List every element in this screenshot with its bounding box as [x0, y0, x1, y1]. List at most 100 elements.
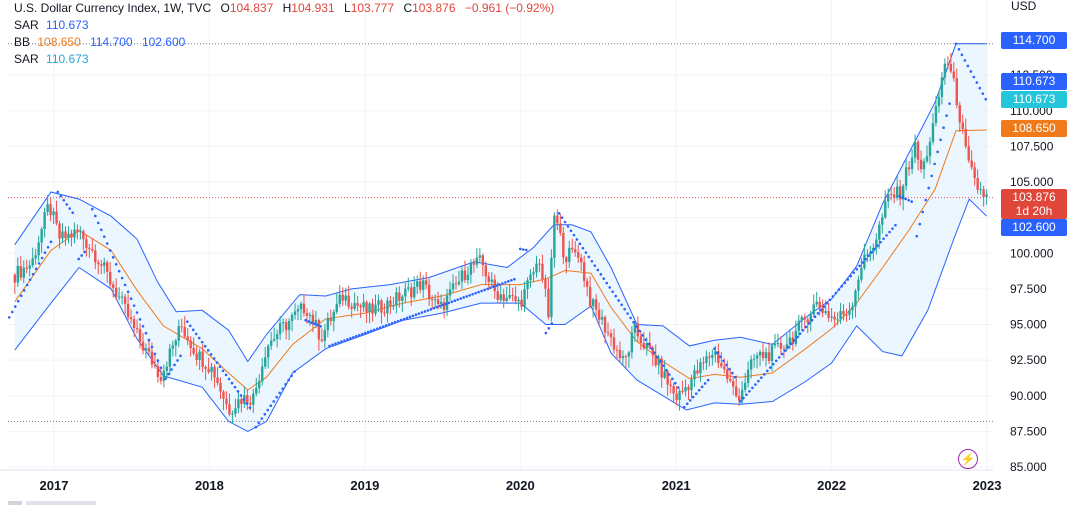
- candle-body: [663, 371, 666, 378]
- sar-legend-row-1[interactable]: SAR 110.673: [14, 17, 554, 34]
- sar-dot: [981, 92, 985, 95]
- candle-body: [469, 263, 473, 275]
- candle-body: [985, 194, 988, 197]
- candle-body: [955, 78, 959, 106]
- candle-body: [320, 339, 324, 341]
- candle-body: [800, 317, 803, 321]
- sar-dot: [46, 245, 50, 249]
- sar-dot: [644, 338, 647, 341]
- bollinger-lower-band: [14, 198, 987, 432]
- candle-body: [860, 268, 863, 280]
- sar-legend-row-2[interactable]: SAR 110.673: [14, 51, 554, 68]
- candle-body: [67, 233, 70, 238]
- candle-body: [597, 309, 601, 320]
- sar-dot: [71, 211, 75, 214]
- sar-dot: [396, 319, 400, 323]
- time-axis[interactable]: 2017 2018 2019 2020 2021 2022 2023: [40, 478, 1002, 493]
- bb-legend-row[interactable]: BB 108.650 114.700 102.600: [14, 34, 554, 51]
- candle-body: [52, 211, 55, 216]
- sar-value-2: 110.673: [46, 52, 89, 66]
- candle-body: [234, 408, 237, 414]
- sar-dot: [387, 323, 391, 326]
- candle-body: [25, 267, 28, 269]
- candle-body: [365, 302, 368, 312]
- candle-body: [183, 327, 186, 337]
- candle-body: [726, 369, 729, 380]
- candle-body: [764, 352, 768, 359]
- sar-dot: [819, 308, 823, 312]
- sar-dot: [734, 375, 737, 379]
- sar-dot: [429, 308, 433, 311]
- sar-dot: [783, 349, 787, 352]
- candle-body: [830, 316, 833, 318]
- candle-body: [657, 358, 660, 366]
- x-tick-label: 2019: [350, 478, 379, 493]
- candle-body: [732, 380, 735, 387]
- sar-dot: [816, 312, 820, 315]
- sar-dot: [105, 242, 109, 245]
- candle-body: [550, 257, 553, 318]
- candle-body: [156, 366, 160, 378]
- sar-dot: [584, 251, 588, 254]
- candle-body: [508, 295, 511, 298]
- sar-dot: [948, 102, 951, 105]
- candle-body: [368, 303, 371, 312]
- candle-body: [439, 301, 443, 305]
- sar-dot: [647, 342, 650, 346]
- currency-label[interactable]: USD: [1011, 0, 1037, 13]
- sar-dot: [757, 379, 760, 383]
- candle-body: [502, 294, 505, 301]
- sar-dot: [349, 337, 352, 340]
- y-tick-label: 107.500: [1010, 139, 1054, 153]
- sar-dot: [203, 344, 207, 348]
- candle-body: [210, 366, 213, 373]
- candle-body: [559, 223, 562, 233]
- sar-dot: [550, 322, 554, 325]
- sar-dot: [65, 203, 69, 206]
- sar-dot: [468, 294, 471, 297]
- lightning-icon[interactable]: ⚡: [958, 449, 978, 469]
- candle-body: [535, 263, 538, 273]
- candle-body: [893, 194, 896, 198]
- sar-dot: [170, 368, 173, 371]
- sar-dot: [13, 305, 17, 308]
- sar-dot: [834, 291, 838, 295]
- candle-body: [967, 146, 970, 161]
- sar-dot: [876, 244, 879, 247]
- candle-body: [275, 334, 279, 339]
- tradingview-logo: [8, 501, 96, 505]
- candle-body: [55, 211, 58, 224]
- candle-body: [13, 274, 17, 283]
- symbol-title[interactable]: U.S. Dollar Currency Index, 1W, TVC: [14, 1, 212, 15]
- candle-body: [91, 248, 94, 251]
- candle-body: [198, 351, 201, 360]
- sar-dot: [969, 70, 973, 73]
- candle-body: [594, 299, 598, 310]
- sar-dot: [593, 264, 597, 267]
- sar-dot: [933, 162, 936, 166]
- candle-body: [22, 267, 25, 278]
- candle-body: [579, 257, 583, 263]
- sar-price-tag-2: 110.673: [1001, 91, 1067, 108]
- candle-body: [791, 337, 795, 345]
- sar-dot: [763, 373, 766, 376]
- candle-body: [737, 396, 741, 401]
- candle-body: [380, 300, 383, 313]
- sar-dot: [547, 327, 551, 330]
- sar-dot: [402, 317, 406, 321]
- sar-dot: [665, 368, 668, 372]
- candle-body: [165, 366, 169, 371]
- sar-dot: [462, 296, 465, 299]
- sar-dot: [978, 86, 982, 90]
- sar-dot: [450, 300, 454, 304]
- candle-body: [699, 362, 702, 374]
- sar-dot: [361, 332, 364, 336]
- sar-dot: [885, 234, 888, 237]
- sar-dot: [739, 400, 742, 403]
- sar-dot: [688, 399, 692, 402]
- sar-dot: [218, 365, 222, 369]
- sar-dot: [245, 402, 249, 405]
- low-value: 103.777: [350, 1, 395, 15]
- candle-body: [222, 391, 225, 399]
